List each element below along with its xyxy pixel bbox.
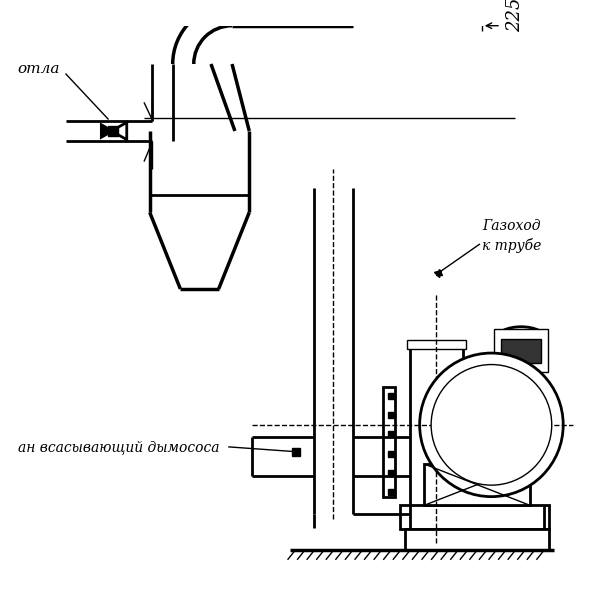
Bar (407, 506, 466, 516)
Bar (496, 339, 546, 367)
Polygon shape (100, 122, 115, 140)
Bar (400, 505, 549, 529)
Text: Газоход
к трубе: Газоход к трубе (482, 220, 541, 253)
Bar (424, 464, 530, 505)
Text: ан всасывающий дымососа: ан всасывающий дымососа (17, 440, 219, 454)
Bar (410, 341, 463, 514)
Circle shape (419, 353, 563, 497)
Bar (494, 329, 548, 372)
Text: 225: 225 (506, 0, 524, 32)
Bar (405, 529, 549, 550)
Circle shape (431, 365, 552, 485)
Bar (383, 386, 395, 497)
Text: отла: отла (17, 62, 60, 76)
Bar (407, 340, 466, 349)
Bar (501, 339, 541, 362)
Polygon shape (112, 122, 127, 140)
